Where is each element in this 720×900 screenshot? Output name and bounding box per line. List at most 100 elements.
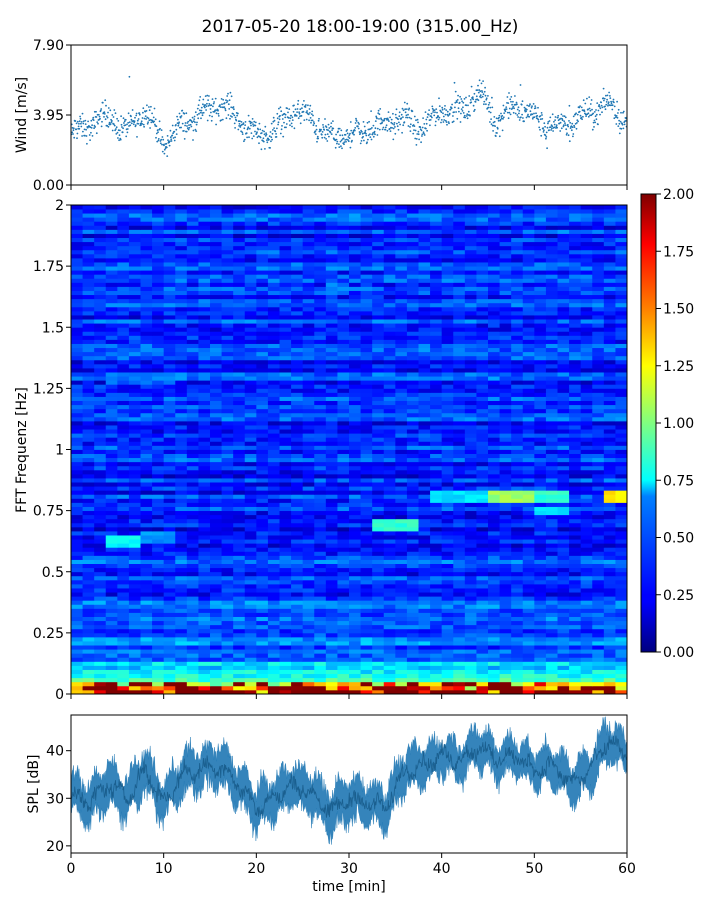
wind-point [575,127,578,130]
wind-point [120,123,123,126]
heatmap-cell [441,612,454,617]
heatmap-cell [499,502,512,507]
wind-point [434,124,437,127]
heatmap-cell [580,645,593,650]
heatmap-cell [441,559,454,564]
heatmap-cell [360,588,373,593]
wind-point [135,112,138,115]
heatmap-cell [198,461,211,467]
heatmap-cell [557,571,570,577]
heatmap-cell [349,441,361,446]
heatmap-cell [152,681,165,687]
heatmap-cell [163,465,176,471]
heatmap-cell [569,404,582,410]
heatmap-cell [186,478,199,483]
wind-point [525,108,528,111]
heatmap-cell [244,461,257,467]
wind-point [506,96,509,98]
heatmap-cell [395,632,408,638]
heatmap-cell [441,396,454,401]
heatmap-cell [152,547,165,552]
wind-point [467,104,469,107]
heatmap-cell [406,555,419,560]
wind-point [365,132,367,135]
heatmap-cell [267,539,280,544]
heatmap-cell [267,420,280,426]
heatmap-cell [592,641,605,646]
heatmap-cell [210,449,222,454]
wind-point [564,122,566,124]
heatmap-cell [302,469,315,475]
wind-point [533,116,536,119]
heatmap-cell [221,425,234,430]
heatmap-cell [94,531,107,536]
heatmap-cell [349,449,361,454]
heatmap-cell [152,392,165,397]
wind-point [587,115,590,118]
wind-point [423,132,425,135]
heatmap-cell [244,612,257,617]
heatmap-cell [418,555,431,560]
heatmap-cell [267,567,280,573]
heatmap-cell [580,636,593,642]
heatmap-cell [163,681,176,687]
heatmap-cell [267,441,280,446]
heatmap-cell [302,482,315,487]
heatmap-cell [325,388,338,393]
heatmap-cell [476,592,489,597]
heatmap-cell [337,636,350,642]
heatmap-cell [221,653,234,658]
heatmap-cell [406,641,419,646]
heatmap-cell [117,449,130,454]
heatmap-cell [349,543,361,548]
heatmap-cell [499,632,512,638]
heatmap-cell [453,457,466,463]
heatmap-cell [406,583,419,589]
wind-point [485,98,488,101]
heatmap-cell [418,653,431,658]
heatmap-cell [233,612,246,617]
heatmap-cell [337,665,350,670]
heatmap-cell [128,636,141,642]
heatmap-cell [105,449,118,454]
heatmap-cell [418,661,431,666]
heatmap-cell [198,478,211,483]
wind-point [507,117,510,120]
wind-point [492,130,494,132]
wind-point [177,124,180,127]
heatmap-cell [186,420,199,426]
heatmap-cell [175,563,188,569]
wind-point [550,129,552,131]
wind-point [502,118,504,120]
heatmap-cell [105,592,118,597]
heatmap-cell [545,677,558,683]
heatmap-cell [349,673,361,679]
heatmap-cell [256,404,269,410]
heatmap-cell [383,404,396,410]
heatmap-cell [175,620,188,626]
heatmap-cell [221,620,234,626]
heatmap-cell [395,445,408,450]
wind-point [75,128,78,131]
heatmap-cell [210,604,222,609]
wind-point [370,138,373,141]
heatmap-cell [325,543,338,548]
heatmap-cell [256,543,269,548]
heatmap-cell [430,392,443,397]
heatmap-cell [117,653,130,658]
wind-point [272,120,275,123]
heatmap-cell [267,673,280,679]
heatmap-cell [430,465,443,471]
heatmap-cell [360,632,373,638]
heatmap-cell [291,612,304,617]
wind-point [154,123,156,126]
heatmap-cell [71,567,83,573]
heatmap-cell [592,612,605,617]
heatmap-cell [244,498,257,503]
wind-point [589,109,592,112]
wind-point [316,140,318,143]
heatmap-cell [488,653,500,658]
wind-point [624,120,627,122]
heatmap-cell [279,433,292,438]
heatmap-cell [453,653,466,658]
